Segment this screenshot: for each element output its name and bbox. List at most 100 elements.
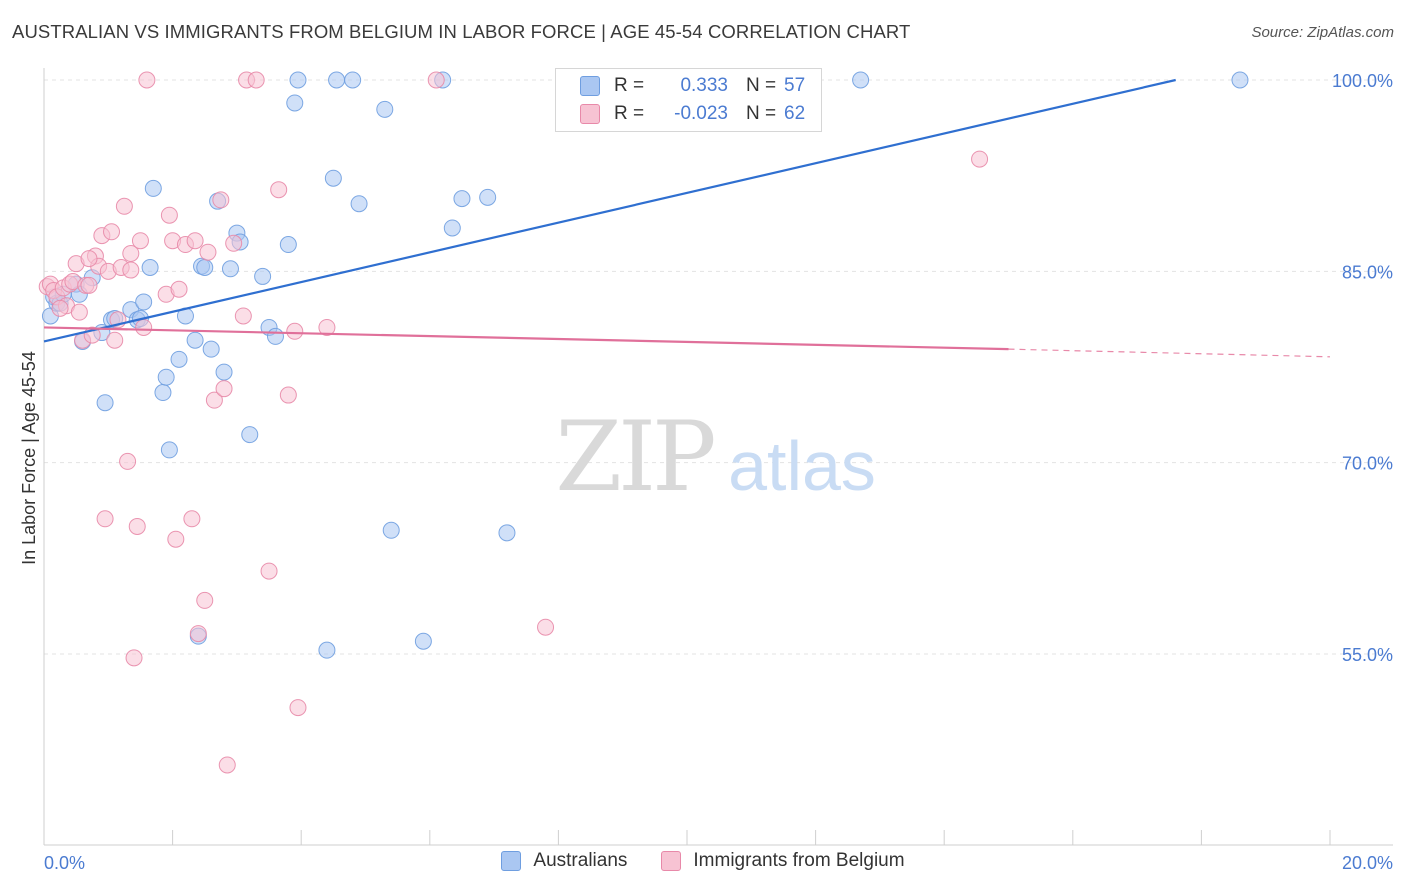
- data-point: [286, 94, 304, 112]
- data-point: [135, 318, 153, 336]
- data-point: [70, 303, 88, 321]
- legend-swatch-australians: [580, 76, 600, 96]
- data-point: [183, 510, 201, 528]
- trend-line-australians: [43, 78, 1176, 343]
- data-point: [318, 641, 336, 659]
- data-point: [221, 260, 239, 278]
- data-point: [537, 618, 555, 636]
- axes: [43, 68, 1393, 846]
- data-point: [167, 530, 185, 548]
- series-legend: Australians Immigrants from Belgium: [0, 850, 1406, 872]
- legend-row-australians: R = 0.333 N = 57: [580, 72, 805, 100]
- data-point: [852, 71, 870, 89]
- data-point: [202, 340, 220, 358]
- data-point: [427, 71, 445, 89]
- data-point: [286, 322, 304, 340]
- legend-r-value: 0.333: [680, 75, 728, 96]
- data-point: [160, 206, 178, 224]
- data-point: [215, 363, 233, 381]
- source-credit: Source: ZipAtlas.com: [1251, 24, 1394, 41]
- data-point: [141, 259, 159, 277]
- data-point: [247, 71, 265, 89]
- data-point: [144, 179, 162, 197]
- data-point: [80, 276, 98, 294]
- data-point: [205, 391, 223, 409]
- legend-row-belgium: R = -0.023 N = 62: [580, 100, 805, 128]
- series-legend-belgium[interactable]: Immigrants from Belgium: [661, 850, 905, 872]
- data-point: [254, 267, 272, 285]
- data-point: [189, 625, 207, 643]
- data-point: [260, 562, 278, 580]
- series-legend-australians[interactable]: Australians: [501, 850, 627, 872]
- legend-n-label: N =: [746, 75, 777, 96]
- data-point: [157, 368, 175, 386]
- data-point: [270, 181, 288, 199]
- series-australians-points: [41, 71, 1249, 659]
- data-point: [225, 234, 243, 252]
- y-tick-label: 70.0%: [1342, 454, 1393, 474]
- watermark-atlas: atlas: [728, 427, 876, 505]
- axis-labels: In Labor Force | Age 45-54 0.0% 20.0% 55…: [19, 71, 1393, 873]
- series-swatch-australians: [501, 851, 522, 871]
- data-point: [128, 517, 146, 535]
- data-point: [170, 280, 188, 298]
- y-tick-label: 100.0%: [1332, 71, 1393, 91]
- gridlines: [44, 79, 1393, 655]
- data-point: [196, 259, 214, 277]
- data-point: [170, 350, 188, 368]
- watermark: ZIP atlas: [555, 401, 876, 513]
- legend-n-value: 57: [784, 75, 806, 96]
- y-tick-label: 85.0%: [1342, 262, 1393, 282]
- data-point: [279, 236, 297, 254]
- data-point: [289, 71, 307, 89]
- trend-line-extension: [1008, 348, 1331, 358]
- data-point: [122, 244, 140, 262]
- data-point: [218, 756, 236, 774]
- data-point: [479, 188, 497, 206]
- data-point: [80, 250, 98, 268]
- data-point: [328, 71, 346, 89]
- series-label-australians: Australians: [533, 850, 628, 871]
- data-point: [234, 307, 252, 325]
- data-point: [186, 331, 204, 349]
- data-point: [971, 150, 989, 168]
- data-point: [376, 100, 394, 118]
- data-point: [138, 71, 156, 89]
- data-point: [199, 243, 217, 261]
- y-tick-label: 55.0%: [1342, 645, 1393, 665]
- data-point: [115, 197, 133, 215]
- series-belgium-points: [38, 71, 989, 774]
- y-axis-title: In Labor Force | Age 45-54: [19, 351, 39, 565]
- series-label-belgium: Immigrants from Belgium: [693, 850, 905, 871]
- data-point: [324, 169, 342, 187]
- series-swatch-belgium: [661, 851, 682, 871]
- data-point: [344, 71, 362, 89]
- data-point: [318, 318, 336, 336]
- legend-n-value: 62: [784, 103, 806, 124]
- data-point: [241, 426, 259, 444]
- data-point: [350, 195, 368, 213]
- data-point: [196, 591, 214, 609]
- correlation-legend: R = 0.333 N = 57 R = -0.023 N = 62: [555, 68, 822, 132]
- data-point: [160, 441, 178, 459]
- data-point: [266, 327, 284, 345]
- data-point: [212, 191, 230, 209]
- data-point: [186, 232, 204, 250]
- x-tick-label-min: 0.0%: [44, 853, 85, 873]
- legend-n-label: N =: [746, 103, 777, 124]
- data-point: [106, 331, 124, 349]
- data-point: [289, 699, 307, 717]
- legend-r-value: -0.023: [674, 103, 728, 124]
- data-point: [135, 293, 153, 311]
- data-point: [279, 386, 297, 404]
- data-point: [498, 524, 516, 542]
- data-point: [382, 521, 400, 539]
- data-point: [1231, 71, 1249, 89]
- data-point: [131, 232, 149, 250]
- data-point: [51, 299, 69, 317]
- data-point: [443, 219, 461, 237]
- data-point: [414, 632, 432, 650]
- legend-r-label: R =: [614, 75, 645, 96]
- data-point: [96, 394, 114, 412]
- trend-line-belgium: [43, 326, 1009, 351]
